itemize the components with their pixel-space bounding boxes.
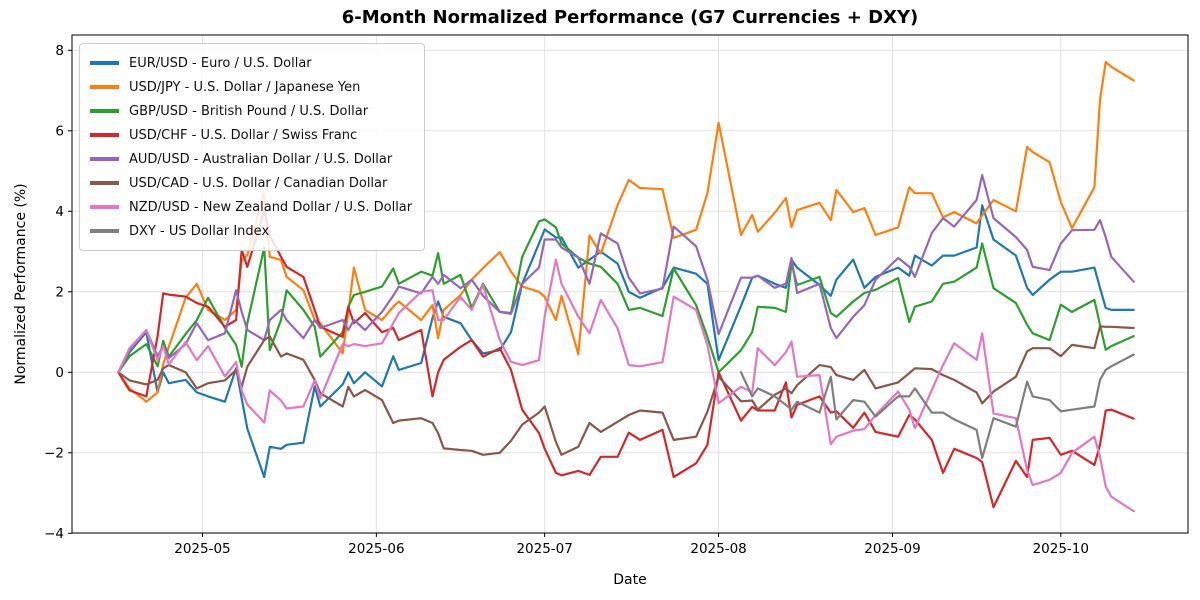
series-line-aud-usd xyxy=(117,174,1135,374)
legend-item-label: NZD/USD - New Zealand Dollar / U.S. Doll… xyxy=(129,199,413,215)
x-tick-label: 2025-09 xyxy=(864,541,920,557)
legend-item: NZD/USD - New Zealand Dollar / U.S. Doll… xyxy=(90,195,412,219)
y-tick-label: 6 xyxy=(55,123,64,139)
legend-item: AUD/USD - Australian Dollar / U.S. Dolla… xyxy=(90,147,412,171)
legend-item: EUR/USD - Euro / U.S. Dollar xyxy=(90,51,412,75)
x-tick-label: 2025-08 xyxy=(690,541,746,557)
y-tick-label: 4 xyxy=(55,204,64,220)
legend-item-label: DXY - US Dollar Index xyxy=(129,223,270,239)
y-tick-label: 8 xyxy=(55,43,64,59)
x-tick-label: 2025-05 xyxy=(174,541,230,557)
y-axis-label: Normalized Performance (%) xyxy=(13,183,29,385)
legend-item-label: USD/CHF - U.S. Dollar / Swiss Franc xyxy=(129,127,358,143)
legend-item-label: GBP/USD - British Pound / U.S. Dollar xyxy=(129,103,369,119)
series-line-eur-usd xyxy=(117,204,1135,479)
series-line-gbp-usd xyxy=(117,218,1135,374)
legend-line-icon xyxy=(90,181,119,185)
legend-item: USD/CHF - U.S. Dollar / Swiss Franc xyxy=(90,123,412,147)
x-axis-label: Date xyxy=(613,572,647,588)
legend-item: USD/CAD - U.S. Dollar / Canadian Dollar xyxy=(90,171,412,195)
legend-item-label: USD/CAD - U.S. Dollar / Canadian Dollar xyxy=(129,175,388,191)
legend-line-icon xyxy=(90,109,119,113)
legend-line-icon xyxy=(90,61,119,65)
legend-line-icon xyxy=(90,205,119,209)
series-line-nzd-usd xyxy=(117,258,1135,513)
x-tick-label: 2025-07 xyxy=(516,541,572,557)
x-tick-label: 2025-10 xyxy=(1033,541,1089,557)
legend-item: DXY - US Dollar Index xyxy=(90,219,412,243)
x-tick-label: 2025-06 xyxy=(348,541,404,557)
chart-title: 6-Month Normalized Performance (G7 Curre… xyxy=(341,7,919,28)
legend-line-icon xyxy=(90,85,119,89)
legend-item: USD/JPY - U.S. Dollar / Japanese Yen xyxy=(90,75,412,99)
legend-line-icon xyxy=(90,133,119,137)
legend-item-label: USD/JPY - U.S. Dollar / Japanese Yen xyxy=(129,79,361,95)
legend-line-icon xyxy=(90,157,119,161)
legend-item-label: AUD/USD - Australian Dollar / U.S. Dolla… xyxy=(129,151,393,167)
series-line-usd-cad xyxy=(117,325,1135,456)
legend-line-icon xyxy=(90,229,119,233)
y-tick-label: 2 xyxy=(55,284,64,300)
y-tick-label: 0 xyxy=(55,365,64,381)
y-tick-label: −4 xyxy=(44,526,64,542)
legend: EUR/USD - Euro / U.S. Dollar USD/JPY - U.… xyxy=(79,43,426,251)
legend-item-label: EUR/USD - Euro / U.S. Dollar xyxy=(129,55,312,71)
series-line-dxy xyxy=(739,353,1135,460)
legend-item: GBP/USD - British Pound / U.S. Dollar xyxy=(90,99,412,123)
y-tick-label: −2 xyxy=(44,445,64,461)
series-line-usd-jpy xyxy=(117,60,1135,403)
